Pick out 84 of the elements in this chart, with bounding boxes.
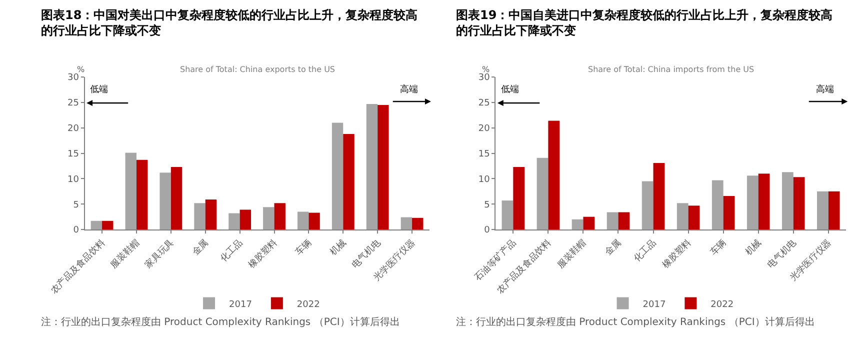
bar	[136, 160, 148, 230]
annotation: 低端	[501, 84, 519, 95]
bar	[160, 172, 171, 230]
chart-subtitle: Share of Total: China imports from the US	[588, 65, 754, 74]
x-tick-label: 化工品	[632, 237, 659, 264]
bar	[642, 181, 654, 230]
legend-label: 2022	[710, 300, 734, 310]
y-tick-label: 5	[73, 200, 79, 210]
bar	[653, 162, 665, 230]
bar	[513, 167, 525, 230]
x-tick-label: 服装鞋帽	[108, 237, 142, 271]
x-tick-label: 车辆	[708, 237, 729, 258]
y-tick-label: 10	[68, 174, 80, 185]
chart-subtitle: Share of Total: China exports to the US	[180, 65, 336, 74]
y-tick-label: 25	[478, 98, 490, 109]
bar	[817, 191, 828, 230]
bar	[298, 212, 309, 230]
x-tick-label: 金属	[190, 237, 211, 258]
bar	[502, 200, 514, 230]
bar	[793, 177, 805, 230]
bar	[228, 213, 240, 230]
bar	[240, 210, 251, 230]
y-tick-label: 20	[68, 124, 80, 134]
bar	[758, 174, 770, 230]
bar	[366, 104, 378, 230]
y-tick-label: 10	[478, 174, 490, 185]
bar	[308, 212, 320, 230]
bar	[688, 206, 700, 230]
y-tick-label: 15	[478, 149, 490, 160]
y-tick-label: 15	[68, 149, 79, 160]
x-tick-label: 化工品	[218, 237, 246, 264]
legend-label: 2017	[229, 300, 252, 310]
bar	[606, 212, 618, 230]
legend-label: 2022	[296, 300, 320, 310]
bar	[400, 217, 412, 230]
x-tick-label: 机械	[743, 237, 764, 258]
y-tick-label: 25	[68, 98, 79, 109]
bar	[170, 167, 182, 230]
annotation: 高端	[400, 84, 418, 95]
x-tick-label: 服装鞋帽	[555, 237, 589, 271]
bar	[676, 203, 688, 230]
annotation: 高端	[816, 84, 834, 95]
bar	[548, 120, 560, 230]
y-tick-label: 0	[73, 226, 80, 236]
bar	[723, 196, 735, 230]
y-axis-title: %	[482, 65, 490, 74]
bar	[205, 200, 217, 230]
bar	[274, 203, 286, 230]
bar	[412, 218, 424, 230]
y-tick-label: 20	[478, 124, 490, 134]
chart-title: 图表18：中国对美出口中复杂程度较低的行业占比上升，复杂程度较高的行业占比下降或不变	[41, 8, 418, 38]
chart-title: 图表19：中国自美进口中复杂程度较低的行业占比上升，复杂程度较高的行业占比下降或不变	[456, 8, 833, 38]
bar	[583, 216, 595, 230]
y-tick-label: 0	[484, 226, 490, 236]
x-tick-label: 金属	[603, 237, 624, 258]
bar	[90, 220, 102, 230]
legend-label: 2017	[642, 300, 666, 310]
bar	[572, 219, 584, 230]
bar	[343, 134, 354, 230]
x-tick-label: 机械	[328, 237, 348, 258]
x-tick-label: 橡胶塑料	[246, 237, 280, 271]
y-tick-label: 5	[484, 200, 490, 210]
bar	[828, 191, 840, 230]
bar	[125, 152, 136, 230]
bar	[782, 172, 794, 230]
x-tick-label: 橡胶塑料	[660, 237, 694, 271]
text: 注：行业的出口复杂程度由 Product Complexity Rankings （PCI）计算后得出	[41, 316, 400, 328]
annotation: 低端	[90, 84, 108, 95]
bar	[378, 105, 389, 230]
x-tick-label: 农产品及食品饮料	[48, 237, 108, 296]
y-tick-label: 30	[478, 73, 490, 84]
bar	[618, 212, 630, 230]
bar	[194, 203, 206, 230]
bar	[536, 158, 548, 230]
bar	[746, 176, 758, 230]
bar	[263, 207, 274, 230]
text: 注：行业的出口复杂程度由 Product Complexity Rankings （PCI）计算后得出	[456, 316, 815, 328]
x-tick-label: 车辆	[293, 237, 314, 258]
y-tick-label: 30	[68, 73, 80, 84]
y-axis-title: %	[77, 65, 85, 74]
bar	[712, 180, 724, 230]
x-tick-label: 家具玩具	[142, 237, 176, 271]
bar	[102, 220, 114, 230]
bar	[332, 122, 344, 230]
